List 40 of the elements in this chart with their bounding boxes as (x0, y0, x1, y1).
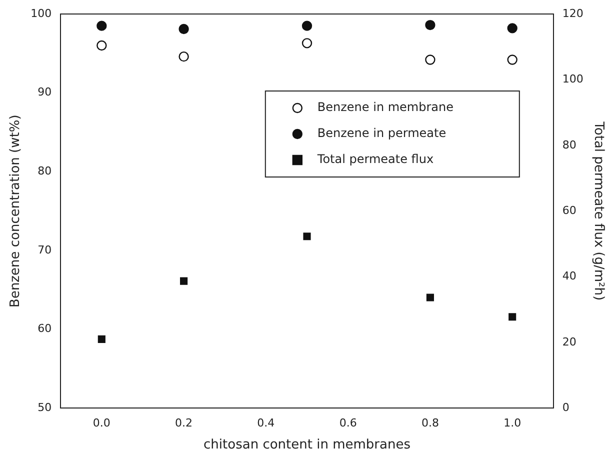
point (96, 20, 107, 31)
y-tick-label: 70 (38, 243, 52, 256)
point (426, 294, 434, 302)
y-tick-label: 50 (38, 401, 52, 414)
point (425, 20, 436, 30)
y-tick-label: 60 (38, 322, 52, 336)
x-tick-label: 0.0 (92, 416, 110, 430)
legend-label: Total permeate flux (316, 152, 434, 166)
y2-tick-label: 60 (562, 204, 576, 217)
point (302, 20, 312, 31)
y2-tick-label: 80 (562, 138, 576, 152)
x-tick-label: 0.8 (421, 416, 439, 430)
point (180, 277, 188, 285)
point (508, 313, 516, 321)
legend-label: Benzene in membrane (317, 100, 454, 114)
x-tick-label: 0.4 (257, 416, 275, 430)
point (507, 54, 518, 65)
point (303, 232, 311, 240)
y2-tick-label: 120 (562, 6, 584, 20)
legend-label: Benzene in permeate (317, 126, 446, 140)
x-tick-label: 0.6 (339, 416, 357, 430)
y-axis-title: Benzene concentration (wt%) (8, 114, 24, 308)
y-tick-label: 90 (38, 86, 52, 99)
point (302, 38, 312, 48)
y-tick-label: 80 (38, 164, 52, 178)
y2-tick-label: 40 (562, 270, 576, 283)
y2-tick-label: 0 (562, 401, 570, 414)
x-tick-label: 0.2 (175, 416, 193, 430)
y2-tick-label: 20 (562, 335, 576, 348)
y-tick-label: 100 (30, 6, 52, 20)
y2-tick-label: 100 (562, 72, 584, 86)
point (96, 40, 107, 51)
x-axis-title: chitosan content in membranes (204, 438, 411, 453)
point (98, 335, 106, 343)
point (178, 51, 189, 62)
point (178, 24, 189, 34)
y2-axis-title: Total permeate flux (g/m²h) (590, 120, 606, 301)
point (425, 54, 436, 65)
point (507, 23, 518, 34)
x-tick-label: 1.0 (504, 416, 522, 430)
